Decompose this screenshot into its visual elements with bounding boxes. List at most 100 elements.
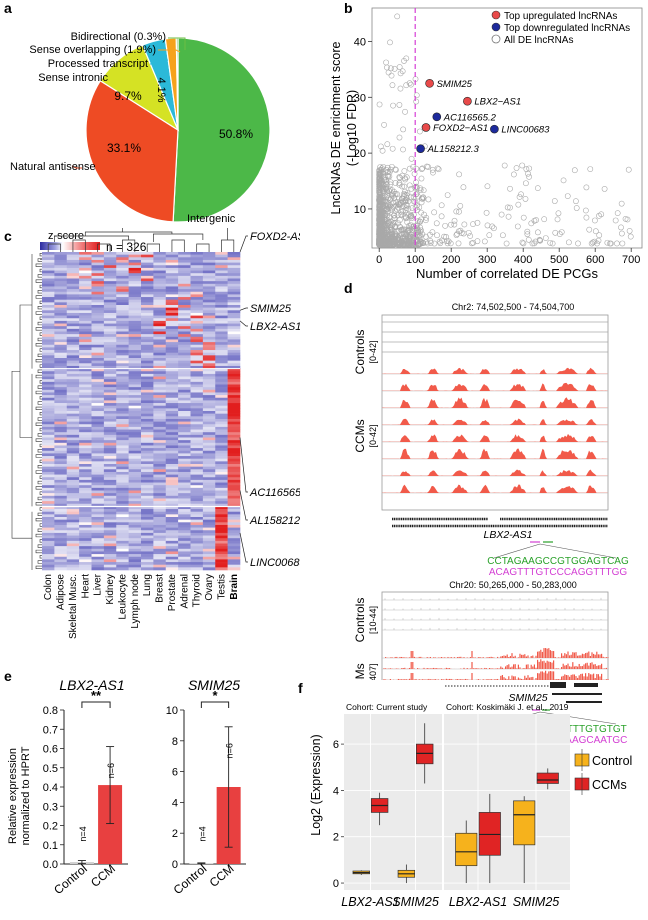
heatmap-col-heart: Heart (80, 574, 91, 599)
heatmap-cell (165, 336, 179, 340)
heatmap-cell (215, 379, 228, 383)
heatmap-cell (141, 434, 154, 438)
heatmap-cell (215, 344, 228, 348)
heatmap-cell (202, 551, 216, 555)
heatmap-cell (141, 363, 154, 367)
heatmap-cell (215, 400, 228, 404)
heatmap-cell (128, 360, 142, 364)
heatmap-cell (202, 254, 216, 258)
scatter-point (534, 185, 541, 192)
heatmap-cell (153, 471, 167, 475)
heatmap-cell (202, 363, 216, 367)
heatmap-cell (66, 461, 80, 465)
scatter-point (468, 240, 475, 247)
heatmap-cell (91, 519, 105, 523)
heatmap-cell (165, 477, 179, 481)
heatmap-cell (165, 291, 179, 295)
heatmap-cell (178, 437, 191, 441)
scatter-point (507, 185, 513, 192)
heatmap-cell (153, 538, 167, 542)
scatter-point (403, 215, 409, 222)
heatmap-cell (153, 434, 167, 438)
heatmap-cell (91, 252, 105, 255)
heatmap-cell (202, 403, 216, 406)
heatmap-cell (91, 485, 105, 489)
heatmap-cell (103, 556, 117, 560)
heatmap-cell (66, 363, 80, 367)
heatmap-cell (128, 532, 142, 536)
x-tick-label: 700 (622, 254, 640, 266)
heatmap-cell (215, 281, 228, 285)
heatmap-cell (227, 347, 241, 351)
scatter-point (486, 232, 493, 239)
heatmap-cell (227, 464, 241, 467)
scatter-xlabel: Number of correlated DE PCGs (416, 266, 599, 281)
heatmap-cell (153, 548, 167, 552)
heatmap-cell (165, 498, 179, 502)
heatmap-cell (116, 310, 129, 314)
heatmap-cell (153, 376, 167, 380)
heatmap-cell (165, 458, 179, 462)
heatmap-cell (141, 461, 154, 465)
heatmap-cell (54, 562, 68, 565)
heatmap-cell (178, 498, 191, 502)
heatmap-cell (215, 522, 228, 526)
heatmap-cell (141, 429, 154, 433)
heatmap-cell (165, 328, 179, 332)
heatmap-cell (202, 336, 216, 340)
heatmap-cell (66, 453, 80, 457)
heatmap-cell (79, 328, 92, 332)
heatmap-col-ovary: Ovary (204, 574, 215, 601)
heatmap-cell (178, 514, 191, 518)
heatmap-cell (128, 358, 142, 361)
bar-y-tick-label: 4 (172, 797, 178, 809)
heatmap-cell (103, 495, 117, 499)
heatmap-cell (141, 323, 154, 327)
heatmap-cell (79, 315, 92, 319)
heatmap-cell (165, 522, 179, 526)
heatmap-cell (116, 479, 129, 483)
heatmap-cell (190, 257, 204, 261)
heatmap-cell (190, 297, 204, 300)
heatmap-cell (178, 538, 191, 542)
heatmap-cell (128, 538, 142, 542)
heatmap-cell (91, 540, 105, 544)
heatmap-cell (215, 315, 228, 319)
heatmap-cell (54, 392, 68, 396)
heatmap-cell (141, 567, 154, 571)
heatmap-cell (215, 312, 228, 316)
heatmap-cell (103, 493, 117, 497)
heatmap-cell (227, 453, 241, 457)
heatmap-cell (128, 403, 142, 406)
heatmap-cell (54, 397, 68, 401)
heatmap-cell (54, 360, 68, 364)
heatmap-cell (66, 434, 80, 438)
heatmap-cell (190, 395, 204, 399)
heatmap-cell (91, 469, 105, 473)
heatmap-cell (178, 564, 191, 568)
scatter-point (388, 65, 394, 72)
heatmap-cell (128, 517, 142, 520)
heatmap-cell (91, 379, 105, 383)
heatmap-cell (66, 347, 80, 351)
heatmap-cell (227, 302, 241, 306)
heatmap-cell (54, 514, 68, 518)
heatmap-cell (54, 326, 68, 330)
heatmap-cell (227, 559, 241, 563)
heatmap-cell (103, 530, 117, 534)
heatmap-cell (178, 299, 191, 303)
heatmap-cell (178, 334, 191, 338)
annotation-linc00683: LINC00683 (250, 557, 300, 569)
heatmap-cell (141, 283, 154, 287)
heatmap-cell (79, 567, 92, 571)
heatmap-cell (66, 546, 80, 550)
heatmap-cell (153, 517, 167, 520)
heatmap-cell (128, 281, 142, 285)
heatmap-cell (42, 519, 55, 523)
heatmap-cell (190, 350, 204, 353)
heatmap-cell (153, 403, 167, 406)
heatmap-cell (227, 445, 241, 449)
heatmap-cell (190, 334, 204, 338)
scatter-point (598, 211, 605, 218)
heatmap-cell (202, 498, 216, 502)
